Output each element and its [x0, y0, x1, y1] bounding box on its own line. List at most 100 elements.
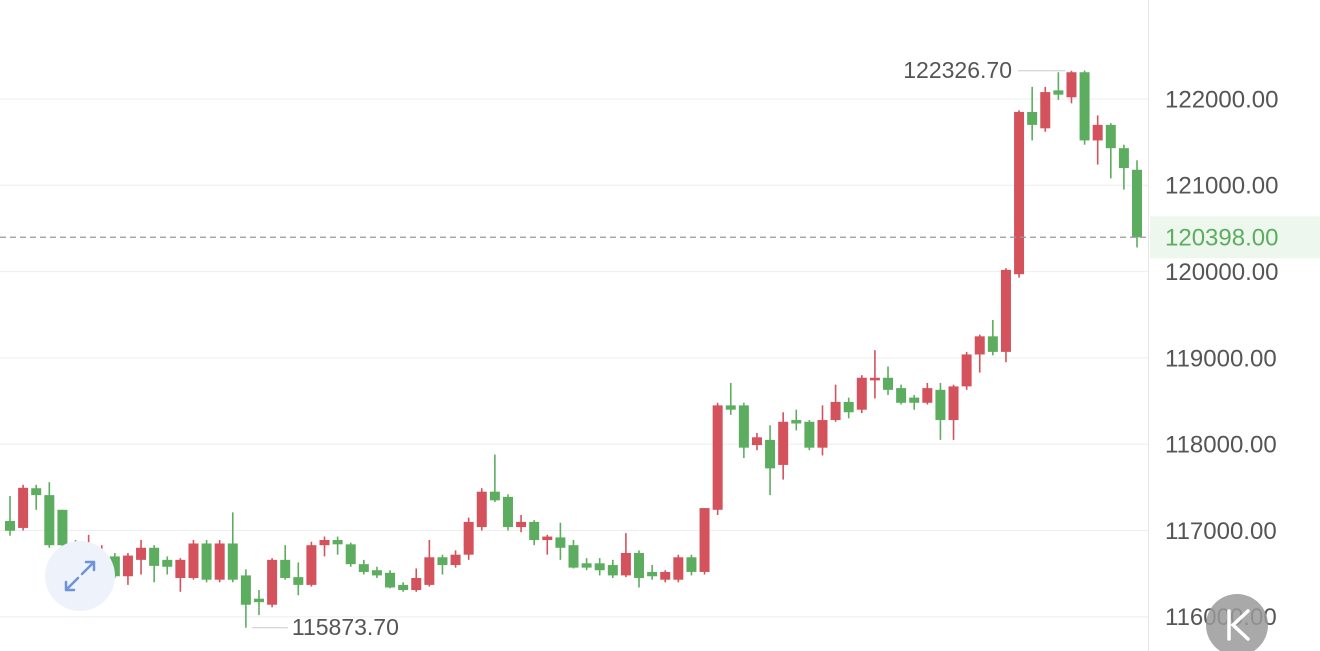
- candle-body: [660, 571, 671, 580]
- candle-body: [922, 388, 933, 403]
- candle-body: [201, 543, 212, 580]
- labels: 116000.00117000.00118000.00119000.001200…: [0, 57, 1320, 640]
- candle-body: [725, 405, 736, 410]
- candle-body: [542, 536, 553, 541]
- last-price-bg: [1150, 216, 1320, 259]
- y-tick-label: 120000.00: [1165, 259, 1278, 286]
- candle-body: [529, 521, 540, 541]
- candle-body: [1079, 72, 1090, 141]
- candle-body: [581, 563, 592, 568]
- candle-body: [293, 577, 304, 585]
- candle-body: [909, 397, 920, 403]
- candle-body: [620, 552, 631, 576]
- candle-body: [843, 401, 854, 413]
- min-low-label: 115873.70: [292, 614, 399, 640]
- candle-body: [765, 439, 776, 469]
- candle-body: [267, 559, 278, 605]
- candle-body: [804, 421, 815, 448]
- candle-body: [122, 555, 133, 577]
- candle-body: [1092, 124, 1103, 141]
- grid: [0, 98, 1148, 618]
- candle-body: [489, 491, 500, 501]
- max-high-label: 122326.70: [903, 57, 1012, 83]
- candle-body: [791, 420, 802, 424]
- candle-body: [214, 543, 225, 580]
- y-tick-label: 119000.00: [1165, 345, 1277, 372]
- candle-body: [1027, 111, 1038, 125]
- candles: [5, 70, 1142, 628]
- candle-body: [306, 545, 317, 585]
- expand-button-bg[interactable]: [45, 541, 115, 611]
- candle-body: [280, 559, 291, 578]
- y-tick-label: 117000.00: [1165, 518, 1277, 545]
- y-tick-label: 118000.00: [1165, 432, 1277, 459]
- candle-body: [607, 565, 618, 576]
- candle-body: [437, 557, 448, 566]
- candle-body: [162, 559, 173, 567]
- candle-body: [1053, 90, 1064, 95]
- y-tick-label: 121000.00: [1165, 173, 1278, 200]
- candle-body: [358, 564, 369, 572]
- candle-body: [856, 377, 867, 410]
- candle-body: [411, 577, 422, 591]
- candle-body: [883, 377, 894, 390]
- candle-body: [974, 336, 985, 355]
- candle-body: [136, 547, 147, 560]
- candle-body: [817, 420, 828, 448]
- candle-body: [188, 543, 199, 578]
- candle-body: [227, 543, 238, 580]
- candle-body: [345, 544, 356, 565]
- candle-body: [751, 437, 762, 446]
- candle-body: [319, 540, 330, 546]
- candle-body: [332, 540, 343, 545]
- last-price-label: 120398.00: [1165, 225, 1278, 252]
- candle-body: [686, 557, 697, 572]
- candle-body: [634, 552, 645, 578]
- candle-body: [1040, 92, 1051, 129]
- candle-body: [398, 584, 409, 591]
- candle-body: [1105, 124, 1116, 149]
- candle-body: [516, 521, 527, 528]
- candle-body: [502, 496, 513, 528]
- candle-body: [555, 537, 566, 548]
- k-icon[interactable]: [1227, 609, 1250, 641]
- candle-body: [1000, 269, 1011, 352]
- candle-body: [1066, 72, 1077, 98]
- candle-body: [371, 570, 382, 576]
- candle-body: [424, 557, 435, 585]
- candle-body: [568, 545, 579, 568]
- candle-body: [149, 547, 160, 566]
- candle-body: [476, 491, 487, 528]
- candle-body: [240, 575, 251, 605]
- candle-body: [1014, 111, 1025, 275]
- candle-body: [253, 598, 264, 603]
- candle-body: [869, 377, 880, 381]
- candle-body: [175, 559, 186, 578]
- candle-body: [44, 495, 55, 546]
- expand-icon[interactable]: [64, 560, 96, 592]
- candle-body: [673, 557, 684, 580]
- candle-body: [778, 421, 789, 465]
- candle-body: [57, 509, 68, 546]
- candle-body: [935, 389, 946, 421]
- candle-body: [1132, 169, 1142, 238]
- k-button[interactable]: [1206, 594, 1268, 651]
- candle-body: [109, 556, 120, 577]
- candle-body: [31, 488, 42, 496]
- candle-body: [594, 563, 605, 571]
- candle-body: [699, 508, 710, 572]
- candle-body: [961, 354, 972, 387]
- candle-body: [948, 386, 959, 421]
- candle-body: [1118, 148, 1129, 169]
- expand-button[interactable]: [45, 541, 115, 611]
- candle-body: [712, 405, 723, 510]
- candle-body: [830, 401, 841, 421]
- candle-body: [738, 405, 749, 448]
- candle-body: [896, 388, 907, 403]
- candle-body: [987, 336, 998, 352]
- candle-body: [647, 571, 658, 577]
- candle-body: [385, 572, 396, 588]
- candle-body: [18, 487, 29, 528]
